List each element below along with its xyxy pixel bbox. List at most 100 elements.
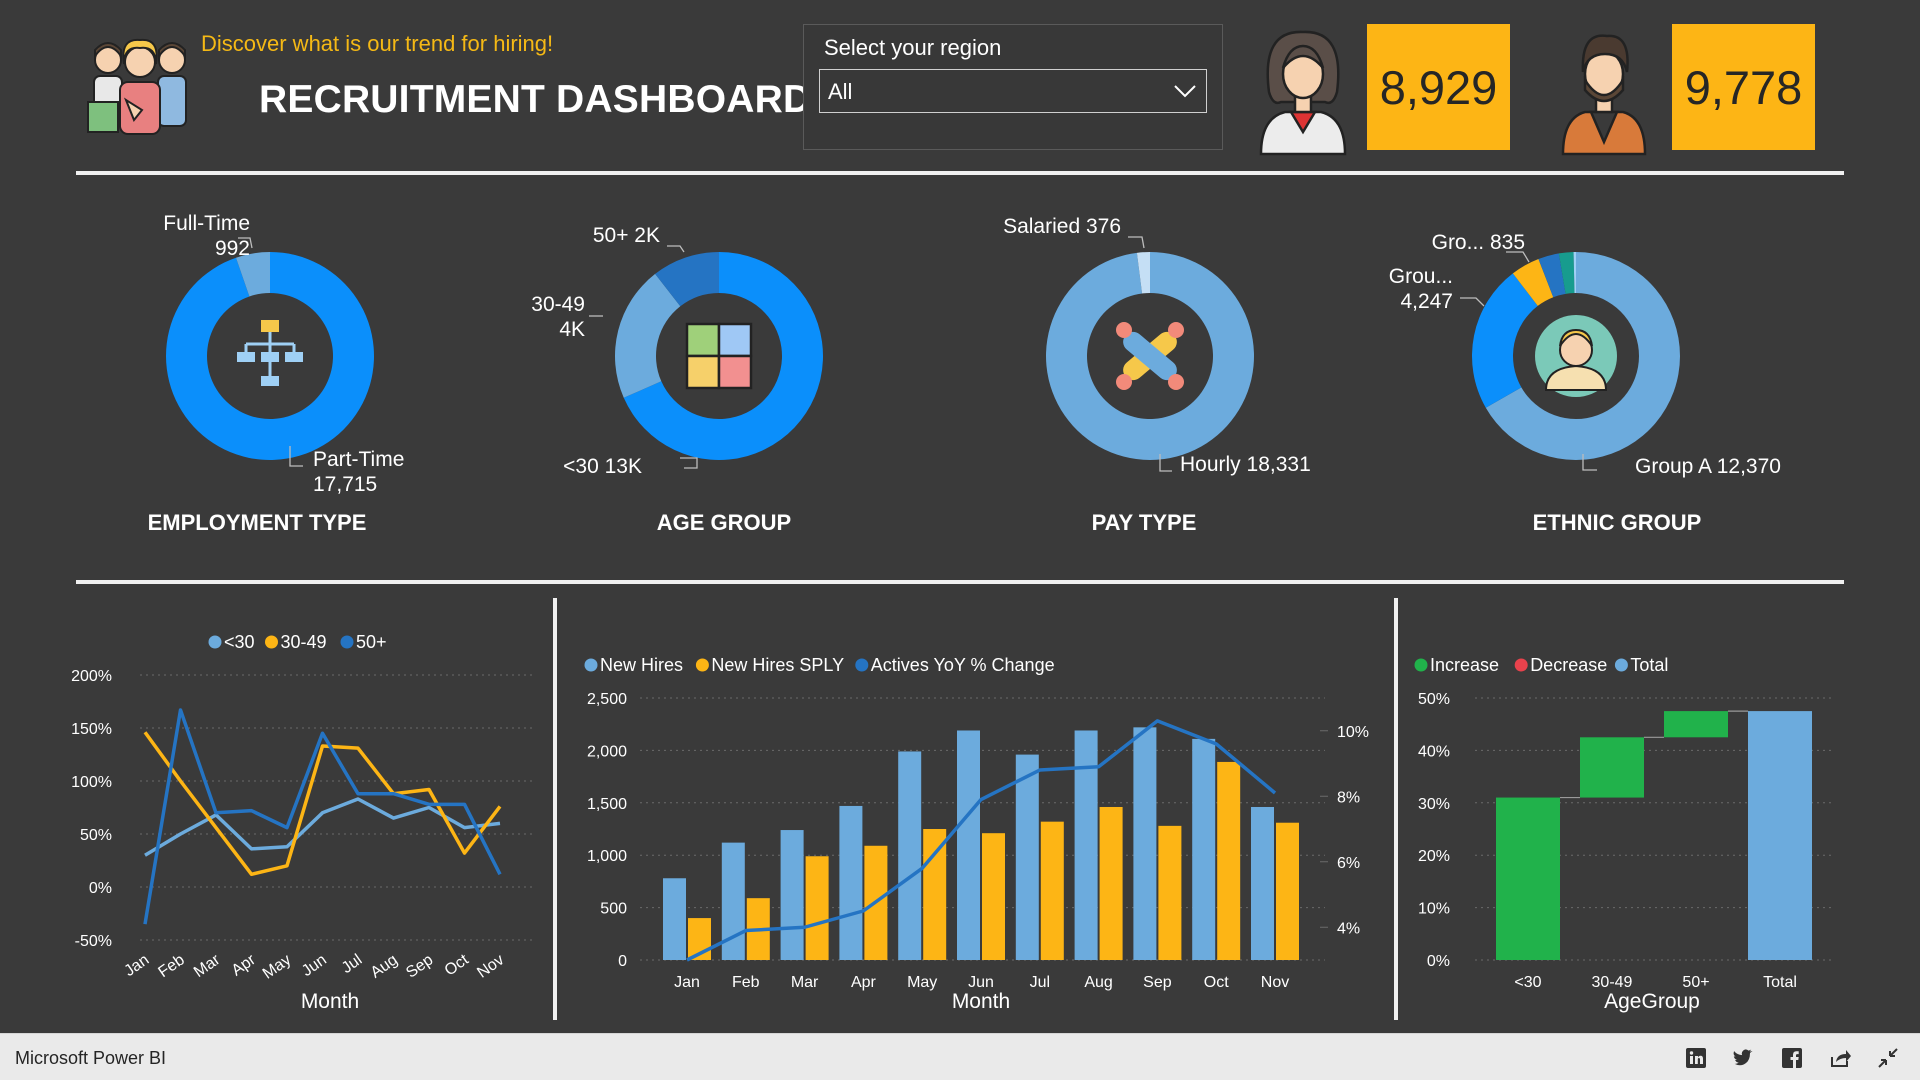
leader-line <box>289 446 303 467</box>
y-tick-label: 10% <box>1418 901 1450 918</box>
bar-new-hires-sply[interactable] <box>1276 822 1299 960</box>
exit-fullscreen-icon[interactable] <box>1877 1047 1899 1069</box>
donut-slice[interactable] <box>623 252 823 460</box>
x-tick-label: Feb <box>155 951 187 981</box>
handshake-icon <box>1116 322 1184 390</box>
y-tick-label: 50% <box>1418 691 1450 708</box>
pay-type-title: PAY TYPE <box>1091 510 1197 535</box>
powerbi-brand-link[interactable]: Microsoft Power BI <box>15 1048 167 1068</box>
y2-tick-label: 4% <box>1337 920 1360 937</box>
x-tick-label: 50+ <box>1682 974 1709 991</box>
legend-marker <box>855 658 869 672</box>
bar-new-hires-sply[interactable] <box>982 833 1005 960</box>
x-tick-label: Mar <box>791 974 819 991</box>
bar-new-hires[interactable] <box>721 842 745 960</box>
y-tick-label: 1,500 <box>587 796 627 813</box>
series-line[interactable] <box>144 797 501 857</box>
waterfall-bar[interactable] <box>1580 737 1644 798</box>
bar-new-hires-sply[interactable] <box>1040 821 1064 960</box>
leader-line <box>238 237 253 249</box>
series-line[interactable] <box>143 708 502 925</box>
x-axis-title: Month <box>301 990 359 1013</box>
series-line[interactable] <box>143 731 502 877</box>
age-group-title: AGE GROUP <box>656 510 792 535</box>
donut-slice[interactable] <box>1512 259 1554 306</box>
y-tick-label: 2,500 <box>587 691 627 708</box>
donut-slice[interactable] <box>1573 252 1576 294</box>
y-tick-label: 200% <box>71 668 112 685</box>
bar-new-hires[interactable] <box>1133 727 1157 960</box>
donut-slice[interactable] <box>1046 252 1255 460</box>
donut-slice[interactable] <box>1485 252 1680 460</box>
donut-label: Hourly 18,331 <box>1180 453 1311 476</box>
donut-label: Salaried 376 <box>1003 215 1121 238</box>
bar-new-hires-sply[interactable] <box>923 829 947 960</box>
x-tick-label: Apr <box>229 951 260 980</box>
x-tick-label: May <box>907 974 937 991</box>
donut-slice[interactable] <box>1538 253 1566 298</box>
x-tick-label: Sep <box>1143 974 1172 991</box>
legend-label: 30-49 <box>281 632 327 652</box>
series-line[interactable] <box>686 719 1277 962</box>
x-tick-label: Apr <box>851 974 877 991</box>
facebook-icon[interactable] <box>1781 1047 1803 1069</box>
footer: Microsoft Power BI <box>0 1033 1920 1080</box>
x-tick-label: Jun <box>299 951 330 980</box>
x-tick-label: Aug <box>1084 974 1112 991</box>
donut-slice[interactable] <box>1136 252 1150 294</box>
x-tick-label: Jan <box>121 951 152 980</box>
y-tick-label: 20% <box>1418 848 1450 865</box>
donut-slice[interactable] <box>655 252 719 307</box>
waterfall-bar[interactable] <box>1748 711 1812 960</box>
share-icon[interactable] <box>1829 1047 1851 1069</box>
donut-slice[interactable] <box>615 273 681 398</box>
linkedin-icon[interactable] <box>1685 1047 1707 1069</box>
leader-line <box>1506 251 1530 263</box>
donut-1: 50+ 2K 30-49 4K <30 13K <box>531 224 823 478</box>
x-tick-label: Nov <box>1261 974 1289 991</box>
legend-label: Decrease <box>1530 655 1607 675</box>
x-tick-label: 30-49 <box>1592 974 1633 991</box>
legend-marker <box>1614 658 1628 672</box>
age-group-waterfall-chart: 50% 40% 30% 20% 10% 0% <30 30-49 50+ Total AgeGrou… <box>1414 655 1835 1013</box>
bar-new-hires[interactable] <box>839 805 863 960</box>
leader-line <box>680 457 698 469</box>
bar-new-hires[interactable] <box>898 751 922 960</box>
y2-tick-label: 6% <box>1337 855 1360 872</box>
bar-new-hires[interactable] <box>1192 738 1216 960</box>
donut-2: Salaried 376 Hourly 18,331 <box>1003 215 1311 476</box>
bar-new-hires[interactable] <box>663 878 686 960</box>
bar-new-hires[interactable] <box>780 830 804 960</box>
bar-new-hires-sply[interactable] <box>1217 761 1241 960</box>
y-tick-label: 30% <box>1418 796 1450 813</box>
bar-new-hires[interactable] <box>1251 806 1274 960</box>
y-tick-label: 50% <box>80 827 112 844</box>
donut-slice[interactable] <box>1558 252 1575 294</box>
bar-new-hires[interactable] <box>957 730 980 960</box>
region-select[interactable]: All <box>819 69 1207 113</box>
team-icon <box>87 38 187 135</box>
y-tick-label: 150% <box>71 721 112 738</box>
x-tick-label: Jun <box>968 974 994 991</box>
bar-new-hires-sply[interactable] <box>1158 825 1182 960</box>
legend-marker <box>695 658 709 672</box>
x-tick-label: Aug <box>368 951 401 981</box>
twitter-icon[interactable] <box>1733 1047 1755 1069</box>
donut-slice[interactable] <box>1472 273 1538 408</box>
donut-slice[interactable] <box>166 252 375 460</box>
divider <box>76 171 1844 175</box>
waterfall-bar[interactable] <box>1664 711 1728 738</box>
x-tick-label: Jul <box>339 951 366 977</box>
y-tick-label: 2,000 <box>587 743 627 760</box>
bar-new-hires[interactable] <box>1015 754 1039 960</box>
x-tick-label: Total <box>1763 974 1797 991</box>
y-tick-label: 1,000 <box>587 848 627 865</box>
y-tick-label: 100% <box>71 774 112 791</box>
waterfall-bar[interactable] <box>1496 797 1560 960</box>
donut-slice[interactable] <box>235 252 270 297</box>
legend-label: 50+ <box>356 632 387 652</box>
donut-label: <30 13K <box>563 455 642 478</box>
bar-new-hires-sply[interactable] <box>1099 806 1123 960</box>
bar-new-hires-sply[interactable] <box>805 856 829 960</box>
bar-new-hires[interactable] <box>1074 730 1098 960</box>
